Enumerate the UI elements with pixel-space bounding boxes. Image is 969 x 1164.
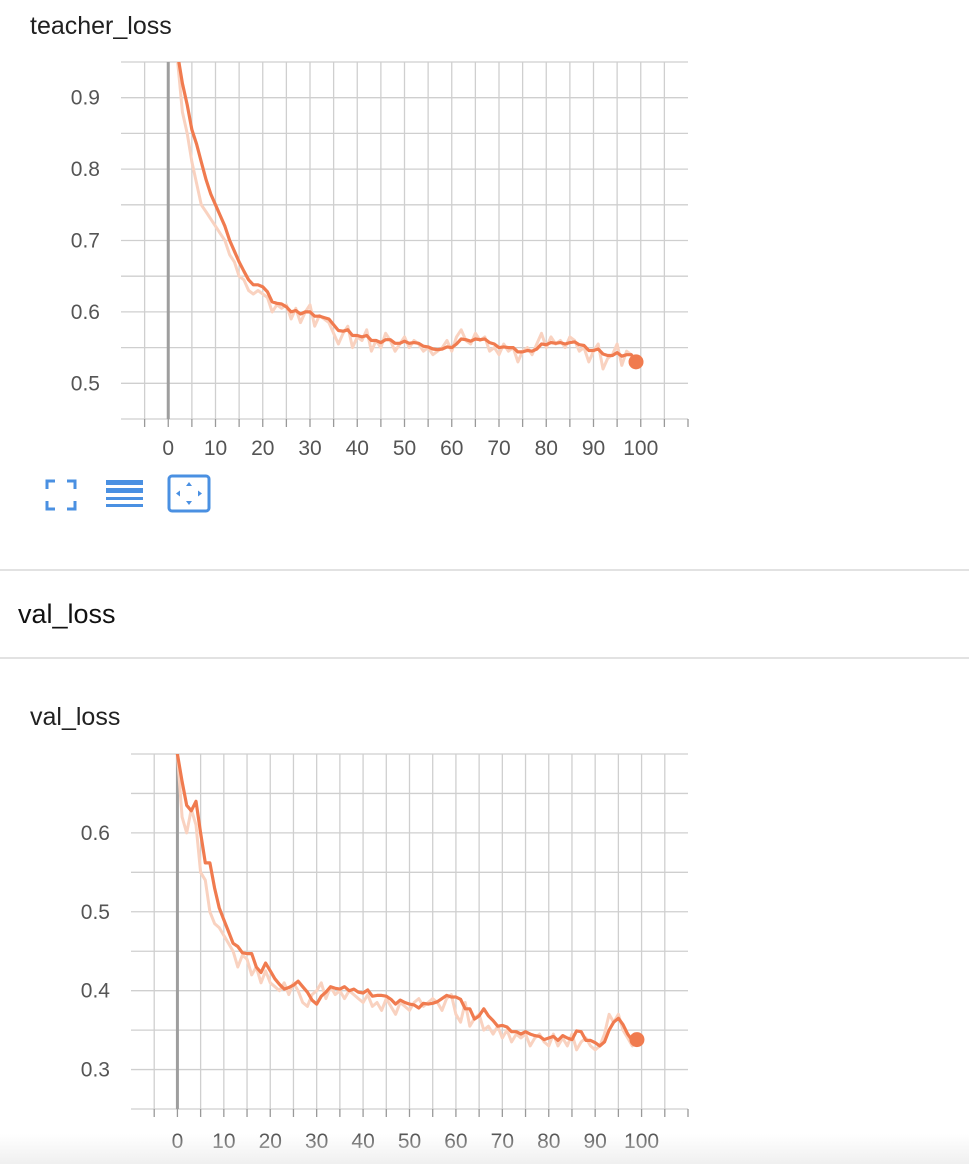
x-tick-label: 20 [259,1130,282,1153]
teacher-loss-chart[interactable]: 0.5 0.6 0.7 0.8 0.9 0 10 20 30 40 50 60 70 80 90 100 [0,0,969,470]
last-point-marker [629,1032,645,1048]
smoothed-series-line [175,754,639,1048]
y-tick-label: 0.4 [81,980,111,1003]
y-tick-label: 0.5 [71,372,100,395]
raw-series-line [176,62,638,371]
x-tick-label: 40 [346,437,369,460]
x-tick-label: 50 [393,437,416,460]
val-loss-chart[interactable]: 0.3 0.4 0.5 0.6 0 10 20 30 40 50 60 70 80 90 100 [0,734,969,1164]
x-tick-label: 70 [491,1130,514,1153]
x-tick-label: 100 [623,437,658,460]
chart-title: val_loss [30,703,121,731]
x-tick-label: 30 [298,437,321,460]
toggle-log-icon[interactable] [106,474,150,516]
section-header[interactable]: val_loss [0,569,969,659]
expand-icon[interactable] [44,474,88,516]
fit-domain-icon[interactable] [167,474,211,516]
x-tick-label: 60 [444,1130,467,1153]
x-tick-label: 50 [398,1130,421,1153]
x-tick-label: 0 [172,1130,184,1153]
y-tick-label: 0.8 [71,158,100,181]
x-tick-label: 10 [212,1130,235,1153]
x-tick-label: 10 [204,437,227,460]
x-tick-label: 60 [440,437,463,460]
smoothed-series-line [177,62,638,364]
x-tick-label: 20 [251,437,274,460]
x-tick-label: 100 [624,1130,659,1153]
y-tick-label: 0.5 [81,901,110,924]
y-tick-label: 0.6 [81,822,110,845]
x-tick-label: 70 [487,437,510,460]
x-tick-label: 80 [537,1130,560,1153]
last-point-marker [628,354,644,370]
y-tick-label: 0.7 [71,230,100,253]
x-tick-label: 80 [535,437,558,460]
chart-title: teacher_loss [30,12,172,40]
x-tick-label: 90 [582,437,605,460]
x-tick-label: 90 [583,1130,606,1153]
y-tick-label: 0.3 [81,1059,110,1082]
section-title: val_loss [18,599,116,629]
x-tick-label: 40 [351,1130,374,1153]
x-tick-label: 30 [305,1130,328,1153]
x-tick-label: 0 [162,437,174,460]
y-tick-label: 0.6 [71,301,100,324]
raw-series-line [175,754,639,1052]
y-tick-label: 0.9 [71,87,100,110]
